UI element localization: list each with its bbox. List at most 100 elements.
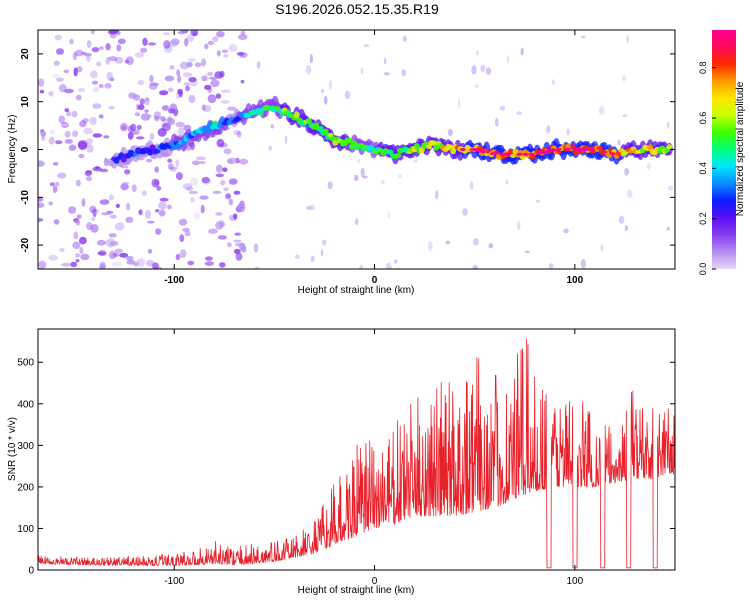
heatmap-cell	[475, 84, 479, 88]
heatmap-cell	[125, 255, 134, 261]
heatmap-cell	[168, 108, 176, 114]
heatmap-cell	[52, 74, 60, 78]
heatmap-cell	[188, 77, 197, 83]
heatmap-cell	[192, 160, 201, 166]
colorbar-tick-label: 0.6	[698, 112, 708, 125]
heatmap-cell	[155, 209, 160, 213]
heatmap-cell	[38, 160, 45, 167]
heatmap-cell	[209, 76, 218, 80]
heatmap-cell	[162, 32, 170, 36]
heatmap-cell	[546, 125, 551, 134]
snr-y-tick-label: 200	[17, 482, 34, 493]
heatmap-cell	[101, 212, 111, 216]
heatmap-cell	[98, 83, 104, 89]
heatmap-cell	[385, 262, 392, 269]
heatmap-cell	[151, 178, 160, 188]
heatmap-cell	[234, 232, 242, 236]
heatmap-cell	[193, 212, 200, 220]
heatmap-cell	[187, 58, 196, 62]
snr-axes: -100 0 100 0 100 200 300 400 500	[17, 329, 675, 587]
heatmap-cell	[61, 262, 71, 267]
heatmap-cell	[111, 261, 122, 267]
heatmap-cell	[99, 199, 110, 205]
colorbar-tick-label: 0.2	[698, 212, 708, 225]
heatmap-cell	[207, 87, 213, 94]
heatmap-cell	[321, 88, 324, 94]
heatmap-cell	[381, 180, 385, 185]
heatmap-cell	[73, 231, 79, 240]
heatmap-cell	[387, 149, 394, 156]
heatmap-cell	[73, 67, 78, 77]
heatmap-cell	[402, 35, 407, 42]
heatmap-cell	[383, 57, 387, 65]
heatmap-cell	[667, 121, 670, 128]
heatmap-cell	[522, 152, 529, 156]
heatmap-cell	[322, 128, 329, 136]
heatmap-cell	[91, 47, 100, 53]
heatmap-cell	[92, 133, 103, 138]
heatmap-cell	[115, 203, 121, 208]
heatmap-cell	[305, 64, 312, 75]
heatmap-cell	[182, 228, 191, 232]
heatmap-cell	[144, 97, 150, 102]
heatmap-cell	[240, 245, 247, 253]
heatmap-cell	[161, 122, 171, 132]
heatmap-cell	[179, 249, 187, 259]
heatmap-cell	[488, 243, 494, 249]
heatmap-cell	[66, 111, 72, 117]
heatmap-cell	[103, 157, 109, 167]
heatmap-cell	[240, 79, 245, 84]
heatmap-cell	[383, 72, 389, 75]
heatmap-cell	[582, 147, 589, 152]
heatmap-cell	[580, 258, 586, 269]
heatmap-cell	[149, 133, 155, 140]
heatmap-cell	[132, 94, 141, 101]
heatmap-cell	[79, 247, 84, 254]
heatmap-cell	[548, 263, 554, 269]
heatmap-cell	[108, 250, 116, 260]
heatmap-cell	[216, 164, 223, 173]
heatmap-cell	[170, 38, 180, 46]
heatmap-cell	[622, 75, 627, 82]
heatmap-cell	[105, 57, 110, 65]
heatmap-cell	[81, 198, 86, 207]
heatmap-cell	[124, 169, 131, 175]
heatmap-cell	[175, 253, 181, 261]
heatmap-cell	[68, 206, 77, 214]
heatmap-cell	[626, 35, 629, 44]
heatmap-cell	[175, 121, 185, 128]
heatmap-cell	[320, 249, 324, 257]
heatmap-cell	[225, 193, 231, 200]
heatmap-cell	[549, 148, 556, 152]
heatmap-cell	[196, 156, 206, 161]
heatmap-cell	[184, 231, 191, 237]
heatmap-cell	[75, 253, 81, 258]
heatmap-cell	[136, 258, 146, 267]
heatmap-y-tick-label: -10	[20, 190, 31, 205]
heatmap-cell	[117, 38, 126, 45]
snr-panel: -100 0 100 0 100 200 300 400 500 Height of strai…	[7, 328, 676, 596]
snr-series-line	[38, 338, 675, 569]
colorbar-ticks: 0.0 0.2 0.4 0.6 0.8	[698, 61, 716, 275]
heatmap-cell	[103, 135, 110, 139]
heatmap-cell	[536, 199, 540, 203]
heatmap-cell	[344, 90, 351, 100]
heatmap-cell	[218, 219, 225, 227]
heatmap-cell	[126, 202, 131, 211]
heatmap-cell	[551, 79, 556, 85]
heatmap-cell	[169, 65, 175, 70]
heatmap-cell	[55, 140, 63, 145]
heatmap-cell	[75, 179, 81, 187]
heatmap-cell	[144, 209, 151, 219]
snr-ylabel: SNR (10 * v/v)	[7, 417, 18, 481]
heatmap-cell	[104, 82, 112, 89]
heatmap-cell	[147, 220, 155, 224]
heatmap-cell	[144, 109, 149, 113]
heatmap-cell	[126, 259, 135, 265]
heatmap-cell	[79, 236, 87, 245]
heatmap-cell	[109, 30, 120, 34]
heatmap-x-tick-label: 0	[372, 275, 378, 286]
heatmap-cell	[190, 197, 195, 203]
